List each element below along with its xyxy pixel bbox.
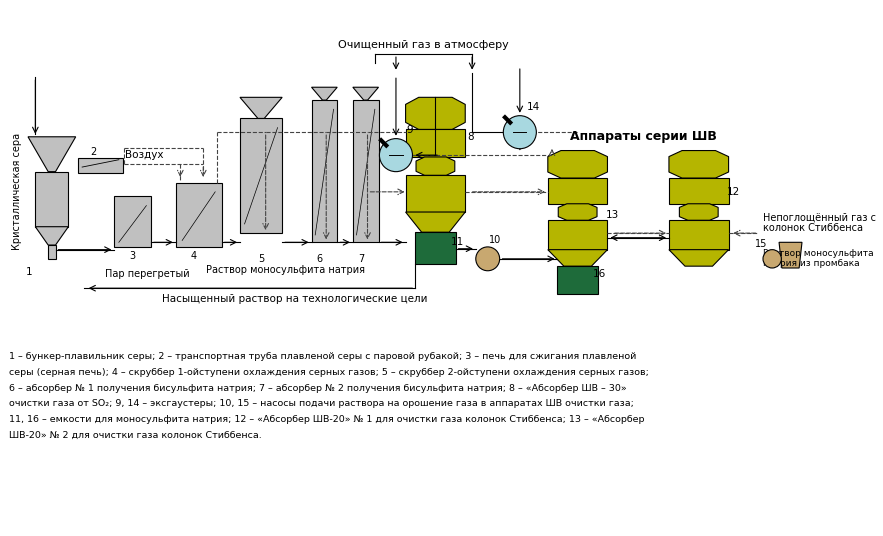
Bar <box>312 100 337 242</box>
Text: 3: 3 <box>130 251 136 261</box>
Bar <box>176 183 222 247</box>
Bar <box>35 172 68 227</box>
Polygon shape <box>405 212 465 232</box>
Circle shape <box>380 139 412 172</box>
Polygon shape <box>240 98 283 118</box>
Text: 14: 14 <box>527 102 540 113</box>
Text: очистки газа от SO₂; 9, 14 – эксгаустеры; 10, 15 – насосы подачи раствора на оро: очистки газа от SO₂; 9, 14 – эксгаустеры… <box>9 399 634 408</box>
Circle shape <box>476 247 500 271</box>
Bar <box>405 175 465 212</box>
Bar <box>240 118 283 233</box>
Text: Аппараты серии ШВ: Аппараты серии ШВ <box>570 130 717 143</box>
Polygon shape <box>547 151 608 178</box>
Polygon shape <box>405 98 465 129</box>
Text: Кристаллическая сера: Кристаллическая сера <box>12 133 22 250</box>
Text: 6: 6 <box>317 254 323 264</box>
Text: 16: 16 <box>593 270 607 279</box>
Circle shape <box>763 250 781 268</box>
Bar <box>405 129 465 157</box>
Polygon shape <box>416 157 455 175</box>
Text: 2: 2 <box>90 147 96 158</box>
Bar <box>547 220 608 250</box>
Bar <box>669 178 728 204</box>
Bar <box>78 158 124 173</box>
Text: 5: 5 <box>258 254 264 264</box>
Polygon shape <box>669 151 728 178</box>
Bar <box>547 178 608 204</box>
Text: ШВ-20» № 2 для очистки газа колонок Стиббенса.: ШВ-20» № 2 для очистки газа колонок Стиб… <box>9 430 261 440</box>
Text: 7: 7 <box>358 254 364 264</box>
Text: Раствор моносульфита: Раствор моносульфита <box>763 249 873 258</box>
Bar <box>114 196 151 247</box>
Bar <box>415 232 456 264</box>
Polygon shape <box>779 242 802 268</box>
Polygon shape <box>312 87 337 100</box>
Text: 12: 12 <box>727 187 740 197</box>
Text: 9: 9 <box>406 125 413 136</box>
Text: Насыщенный раствор на технологические цели: Насыщенный раствор на технологические це… <box>162 294 427 304</box>
Text: 10: 10 <box>489 235 502 245</box>
Text: 1: 1 <box>26 267 32 277</box>
Polygon shape <box>353 87 379 100</box>
Text: 8: 8 <box>467 132 473 142</box>
Polygon shape <box>558 204 597 220</box>
Text: 1 – бункер-плавильник серы; 2 – транспортная труба плавленой серы с паровой руба: 1 – бункер-плавильник серы; 2 – транспор… <box>9 352 636 361</box>
Text: натрия из промбака: натрия из промбака <box>763 259 860 268</box>
Polygon shape <box>35 227 68 245</box>
Text: серы (серная печь); 4 – скруббер 1-ойступени охлаждения серных газов; 5 – скрубб: серы (серная печь); 4 – скруббер 1-ойсту… <box>9 368 649 377</box>
Polygon shape <box>679 204 718 220</box>
Bar <box>557 266 598 294</box>
Text: 4: 4 <box>191 251 197 261</box>
Text: колонок Стиббенса: колонок Стиббенса <box>763 222 863 233</box>
Text: Воздух: Воздух <box>125 150 163 160</box>
Circle shape <box>503 116 536 148</box>
Polygon shape <box>669 250 728 266</box>
Bar <box>353 100 379 242</box>
Text: Пар перегретый: Пар перегретый <box>105 270 190 279</box>
Bar <box>669 220 728 250</box>
Bar <box>49 245 56 259</box>
Text: 13: 13 <box>606 210 619 220</box>
Text: Непоглощённый газ с: Непоглощённый газ с <box>763 213 876 222</box>
Text: 15: 15 <box>755 239 767 249</box>
Text: 11, 16 – емкости для моносульфита натрия; 12 – «Абсорбер ШВ-20» № 1 для очистки : 11, 16 – емкости для моносульфита натрия… <box>9 415 645 424</box>
Text: 6 – абсорбер № 1 получения бисульфита натрия; 7 – абсорбер № 2 получения бисульф: 6 – абсорбер № 1 получения бисульфита на… <box>9 384 626 392</box>
Text: 11: 11 <box>451 237 464 247</box>
Polygon shape <box>547 250 608 266</box>
Polygon shape <box>28 137 76 172</box>
Text: Раствор моносульфита натрия: Раствор моносульфита натрия <box>207 265 366 275</box>
Text: Очищенный газ в атмосферу: Очищенный газ в атмосферу <box>338 40 509 50</box>
